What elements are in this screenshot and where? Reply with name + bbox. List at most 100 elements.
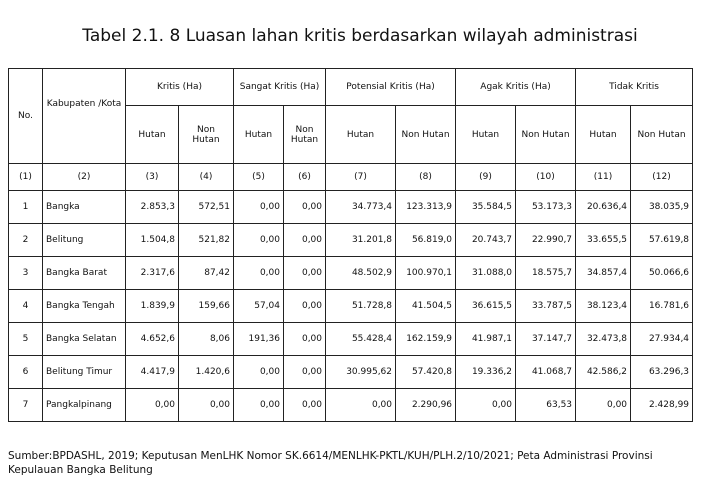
value-cell: 0,00 <box>575 388 632 422</box>
value-cell: 41.068,7 <box>515 355 577 389</box>
value-cell: 521,82 <box>178 223 234 257</box>
header-cell: No. <box>8 68 43 164</box>
label-cell: 3 <box>8 256 43 290</box>
source-note: Sumber:BPDASHL, 2019; Keputusan MenLHK N… <box>8 450 653 476</box>
index-cell: (1) <box>8 163 43 191</box>
table-row: 3 Bangka Barat 2.317,6 87,42 0,00 0,00 48.502,… <box>8 256 694 290</box>
value-cell: 0,00 <box>233 190 284 224</box>
value-cell: 8,06 <box>178 322 234 356</box>
value-cell: 16.781,6 <box>630 289 694 323</box>
value-cell: 31.088,0 <box>455 256 517 290</box>
value-cell: 4.417,9 <box>125 355 179 389</box>
table-row: Hutan Non Hutan Hutan Non Hutan Hutan Non Hut… <box>9 105 694 164</box>
group-header: Tidak Kritis <box>575 68 694 106</box>
value-cell: 37.147,7 <box>515 322 577 356</box>
sub-header: Hutan <box>325 105 397 164</box>
label-cell: Bangka <box>42 190 126 224</box>
value-cell: 31.201,8 <box>325 223 397 257</box>
table-row: 7 Pangkalpinang 0,00 0,00 0,00 0,00 0,00 2.290,… <box>8 388 694 422</box>
value-cell: 57.420,8 <box>395 355 457 389</box>
value-cell: 57.619,8 <box>630 223 694 257</box>
value-cell: 0,00 <box>282 256 327 290</box>
header-cell: Kabupaten /Kota <box>42 68 126 164</box>
sub-header: Hutan <box>233 105 284 164</box>
value-cell: 0,00 <box>282 289 327 323</box>
label-cell: 5 <box>8 322 43 356</box>
table-row: (1) (2) (3) (4) (5) (6) (7) (8) (9) (10) (11) (12) <box>8 163 694 191</box>
label-cell: Pangkalpinang <box>42 388 126 422</box>
index-cell: (10) <box>515 163 577 191</box>
value-cell: 57,04 <box>233 289 284 323</box>
sub-header: Hutan <box>455 105 517 164</box>
index-cell: (12) <box>630 163 694 191</box>
label-cell: Belitung Timur <box>42 355 126 389</box>
group-header: Potensial Kritis (Ha) <box>325 68 457 106</box>
index-cell: (3) <box>125 163 179 191</box>
value-cell: 0,00 <box>282 322 327 356</box>
value-cell: 0,00 <box>282 388 327 422</box>
value-cell: 191,36 <box>233 322 284 356</box>
value-cell: 2.428,99 <box>630 388 694 422</box>
label-cell: 6 <box>8 355 43 389</box>
value-cell: 53.173,3 <box>515 190 577 224</box>
table-row: No. Kabupaten /Kota Kritis (Ha) Sangat Krit… <box>8 68 694 164</box>
value-cell: 38.035,9 <box>630 190 694 224</box>
value-cell: 51.728,8 <box>325 289 397 323</box>
value-cell: 0,00 <box>325 388 397 422</box>
value-cell: 4.652,6 <box>125 322 179 356</box>
value-cell: 0,00 <box>178 388 234 422</box>
value-cell: 35.584,5 <box>455 190 517 224</box>
label-cell: Bangka Selatan <box>42 322 126 356</box>
table-row: 4 Bangka Tengah 1.839,9 159,66 57,04 0,00 51.7… <box>8 289 694 323</box>
value-cell: 19.336,2 <box>455 355 517 389</box>
index-cell: (4) <box>178 163 234 191</box>
index-cell: (5) <box>233 163 284 191</box>
label-cell: 2 <box>8 223 43 257</box>
value-cell: 20.636,4 <box>575 190 632 224</box>
index-cell: (9) <box>455 163 517 191</box>
index-cell: (11) <box>575 163 632 191</box>
value-cell: 0,00 <box>282 190 327 224</box>
sub-header: Non Hutan <box>515 105 577 164</box>
index-cell: (8) <box>395 163 457 191</box>
value-cell: 30.995,62 <box>325 355 397 389</box>
value-cell: 162.159,9 <box>395 322 457 356</box>
sub-header: Non Hutan <box>630 105 694 164</box>
value-cell: 22.990,7 <box>515 223 577 257</box>
sub-header: Non Hutan <box>282 105 327 164</box>
sub-header: Non Hutan <box>178 105 234 164</box>
label-cell: Bangka Barat <box>42 256 126 290</box>
index-cell: (2) <box>42 163 126 191</box>
index-cell: (7) <box>325 163 397 191</box>
value-cell: 0,00 <box>233 355 284 389</box>
value-cell: 2.317,6 <box>125 256 179 290</box>
value-cell: 1.839,9 <box>125 289 179 323</box>
value-cell: 0,00 <box>282 223 327 257</box>
value-cell: 0,00 <box>282 355 327 389</box>
table-row: 2 Belitung 1.504,8 521,82 0,00 0,00 31.201,8 56… <box>8 223 694 257</box>
value-cell: 159,66 <box>178 289 234 323</box>
table-row: 5 Bangka Selatan 4.652,6 8,06 191,36 0,00 55.4… <box>8 322 694 356</box>
value-cell: 0,00 <box>233 223 284 257</box>
value-cell: 32.473,8 <box>575 322 632 356</box>
value-cell: 0,00 <box>233 256 284 290</box>
value-cell: 41.987,1 <box>455 322 517 356</box>
value-cell: 100.970,1 <box>395 256 457 290</box>
value-cell: 1.504,8 <box>125 223 179 257</box>
data-table: No. Kabupaten /Kota Kritis (Ha) Sangat Krit… <box>8 68 694 422</box>
title: Tabel 2.1. 8 Luasan lahan kritis berdasa… <box>82 26 638 46</box>
value-cell: 0,00 <box>125 388 179 422</box>
value-cell: 42.586,2 <box>575 355 632 389</box>
group-header: Kritis (Ha) <box>125 68 234 106</box>
value-cell: 20.743,7 <box>455 223 517 257</box>
label-cell: Belitung <box>42 223 126 257</box>
value-cell: 63.296,3 <box>630 355 694 389</box>
index-cell: (6) <box>282 163 327 191</box>
value-cell: 36.615,5 <box>455 289 517 323</box>
value-cell: 63,53 <box>515 388 577 422</box>
value-cell: 38.123,4 <box>575 289 632 323</box>
label-cell: 7 <box>8 388 43 422</box>
value-cell: 55.428,4 <box>325 322 397 356</box>
value-cell: 34.857,4 <box>575 256 632 290</box>
